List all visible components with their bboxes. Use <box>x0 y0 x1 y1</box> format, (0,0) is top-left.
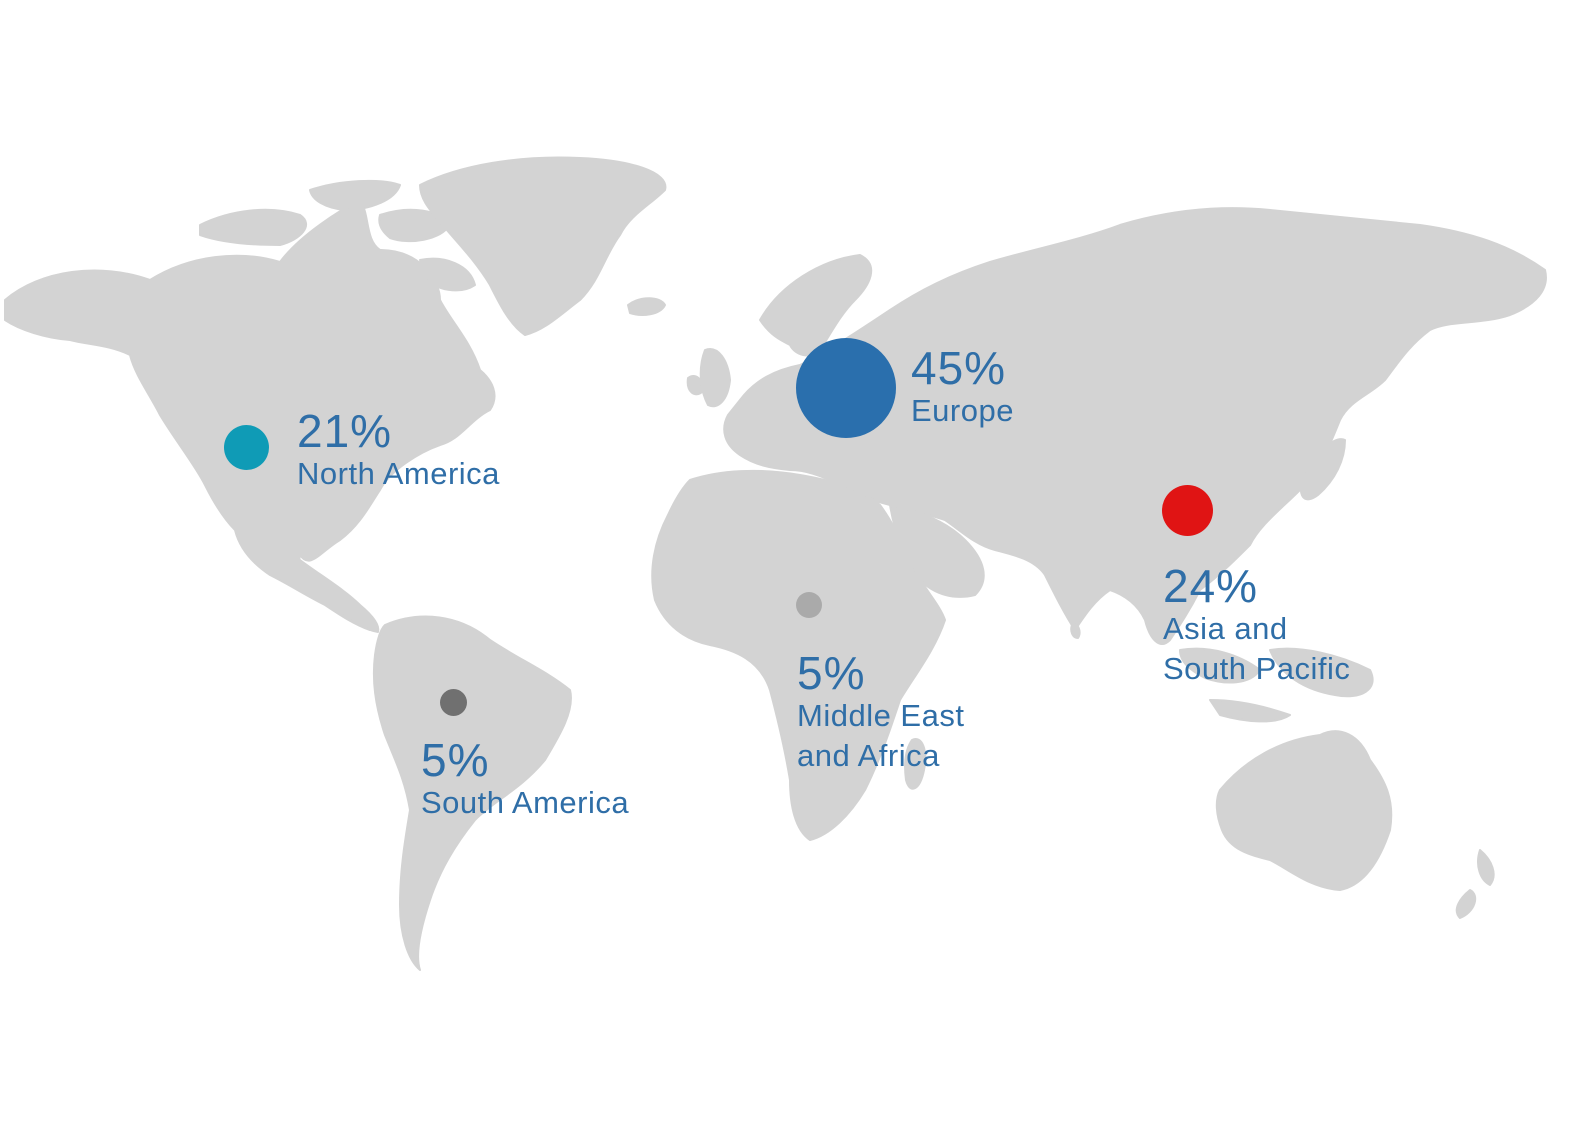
madagascar-landmass <box>904 738 927 790</box>
africa-landmass <box>651 469 946 841</box>
greenland-landmass <box>419 156 667 336</box>
south-america-label: 5% South America <box>421 737 629 823</box>
north-america-marker[interactable] <box>224 425 269 470</box>
mea-percent: 5% <box>797 647 866 699</box>
south-america-percent: 5% <box>421 734 490 786</box>
asia-name: Asia and South Pacific <box>1163 611 1351 686</box>
north-america-label: 21% North America <box>297 408 500 494</box>
arctic-islands-landmass <box>199 179 476 292</box>
new-zealand-landmass <box>1455 849 1495 919</box>
scandinavia-landmass <box>759 254 873 357</box>
asia-label: 24% Asia and South Pacific <box>1163 563 1350 689</box>
mea-marker[interactable] <box>796 592 822 618</box>
south-america-marker[interactable] <box>440 689 467 716</box>
mea-name: Middle East and Africa <box>797 698 965 773</box>
south-america-name: South America <box>421 785 630 820</box>
europe-label: 45% Europe <box>911 345 1014 431</box>
sri-lanka-landmass <box>1070 623 1081 639</box>
north-america-name: North America <box>297 456 500 491</box>
japan-landmass <box>1299 438 1346 501</box>
mea-label: 5% Middle East and Africa <box>797 650 964 776</box>
asia-marker[interactable] <box>1162 485 1213 536</box>
southeast-asia-islands-landmass <box>1179 647 1374 723</box>
europe-marker[interactable] <box>796 338 896 438</box>
europe-percent: 45% <box>911 342 1007 394</box>
australia-landmass <box>1215 730 1393 891</box>
asia-percent: 24% <box>1163 560 1259 612</box>
europe-name: Europe <box>911 393 1014 428</box>
british-isles-landmass <box>686 348 731 408</box>
north-america-percent: 21% <box>297 405 393 457</box>
iceland-landmass <box>627 297 666 316</box>
south-america-landmass <box>372 615 572 971</box>
central-america-landmass <box>299 559 380 633</box>
